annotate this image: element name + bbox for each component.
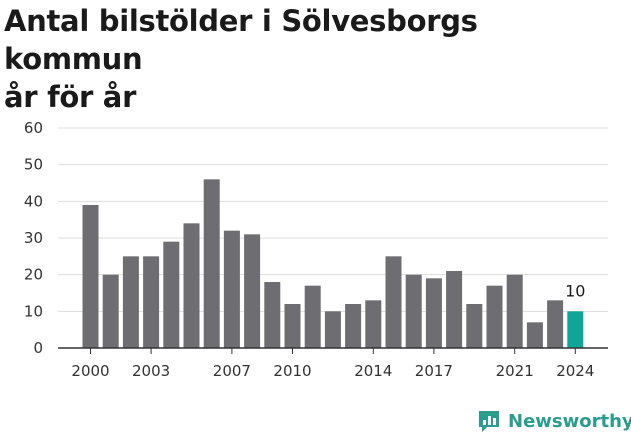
bar: [345, 304, 362, 348]
bar: [526, 322, 543, 348]
y-tick-label: 20: [24, 266, 43, 284]
bar: [143, 256, 160, 348]
bar: [264, 282, 281, 348]
newsworthy-logo-icon: [479, 411, 499, 432]
x-tick-label: 2017: [415, 362, 453, 380]
bar: [163, 241, 180, 348]
bar: [304, 285, 321, 348]
chart-title: Antal bilstölder i Sölvesborgs kommun: [4, 4, 478, 76]
x-tick-label: 2007: [213, 362, 251, 380]
y-tick-label: 40: [24, 192, 43, 210]
x-tick-label: 2024: [556, 362, 594, 380]
x-tick-label: 2000: [71, 362, 109, 380]
x-tick-label: 2003: [132, 362, 170, 380]
bar: [324, 311, 341, 348]
y-tick-label: 60: [24, 119, 43, 137]
y-tick-label: 30: [24, 229, 43, 247]
x-tick-label: 2021: [496, 362, 534, 380]
bar: [506, 274, 523, 348]
bar: [466, 304, 483, 348]
brand-logo: Newsworthy: [476, 406, 631, 436]
data-label: 10: [565, 281, 585, 300]
bar: [547, 300, 564, 348]
bar: [486, 285, 503, 348]
bar: [244, 234, 261, 348]
y-tick-label: 50: [24, 156, 43, 174]
y-tick-label: 0: [33, 339, 43, 357]
bar: [82, 205, 99, 348]
bar: [203, 179, 220, 348]
bar: [446, 271, 463, 348]
bar: [425, 278, 442, 348]
y-tick-label: 10: [24, 302, 43, 320]
bar: [284, 304, 301, 348]
bar: [223, 230, 240, 348]
bar: [102, 274, 119, 348]
highlight-bar: [567, 311, 584, 348]
brand-name: Newsworthy: [508, 410, 631, 432]
bar: [385, 256, 402, 348]
chart-subtitle: år för år: [4, 80, 137, 114]
bar: [183, 223, 200, 348]
bar: [122, 256, 139, 348]
x-tick-label: 2010: [273, 362, 311, 380]
bar: [365, 300, 382, 348]
chart-title-block: Antal bilstölder i Sölvesborgs kommun år…: [4, 2, 624, 116]
x-tick-label: 2014: [354, 362, 392, 380]
bar: [405, 274, 422, 348]
